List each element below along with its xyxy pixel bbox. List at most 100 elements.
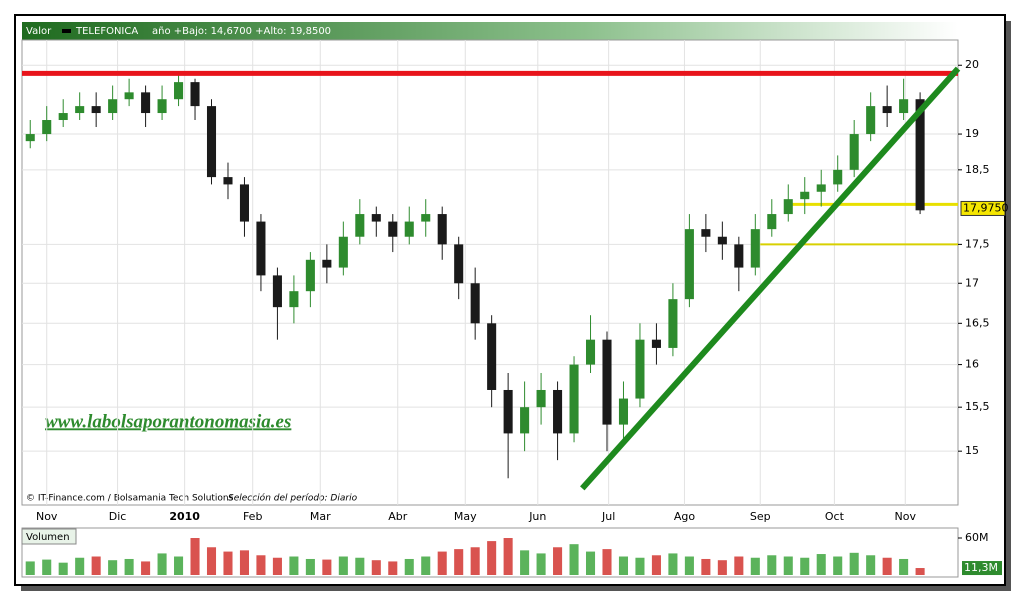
volume-bar	[206, 547, 217, 575]
candle-body	[454, 244, 464, 284]
legend-swatch	[62, 29, 71, 33]
volume-bar	[553, 547, 563, 575]
volume-bar	[816, 554, 826, 575]
candle-body	[750, 229, 760, 268]
candle-body	[338, 236, 348, 268]
candle-body	[569, 364, 579, 434]
watermark: www.labolsaporantonomasia.es	[45, 411, 291, 432]
candle-body	[58, 113, 68, 121]
volume-bar	[338, 556, 348, 575]
volume-bar	[355, 557, 365, 575]
last-price-box	[960, 200, 1006, 216]
volume-bar	[256, 555, 266, 575]
candle-body	[783, 199, 793, 215]
volume-bar	[717, 560, 727, 575]
trend-line	[580, 66, 961, 491]
candle-body	[651, 339, 661, 348]
candle-body	[866, 106, 876, 135]
candle-body	[602, 339, 612, 425]
x-tick-label: Oct	[825, 510, 845, 523]
volume-bar	[454, 549, 464, 575]
candle-body	[833, 169, 843, 185]
candle-body	[618, 398, 629, 425]
candle-body	[470, 283, 480, 324]
volume-bar	[684, 556, 694, 575]
plot-area	[21, 39, 959, 506]
candle-body	[141, 92, 151, 114]
x-tick-label: Ago	[674, 510, 696, 523]
candle-body	[25, 134, 35, 142]
x-tick-label: Dic	[109, 510, 127, 523]
volume-title: Volumen	[26, 532, 70, 543]
candle-body	[421, 214, 431, 222]
candle-body	[124, 92, 134, 100]
candle-body	[635, 339, 645, 399]
volume-bar	[585, 551, 596, 575]
volume-bar	[767, 555, 777, 575]
volume-bar	[223, 551, 233, 575]
candle-body	[717, 236, 727, 245]
candle-body	[289, 291, 299, 308]
candle-body	[899, 99, 909, 114]
volume-bar	[783, 556, 793, 575]
candle-body	[91, 106, 101, 114]
x-tick-label: May	[454, 510, 477, 523]
volume-bar	[42, 559, 52, 575]
volume-bar	[157, 553, 167, 575]
y-tick-label: 17	[965, 276, 979, 289]
candle-body	[388, 221, 398, 237]
candle-body	[42, 120, 52, 135]
volume-bar	[174, 556, 184, 575]
credit: © IT-Finance.com / Bolsamania Tech Solut…	[26, 494, 234, 504]
volume-bar	[108, 560, 118, 575]
candle-body	[174, 82, 184, 100]
volume-bar	[849, 552, 859, 575]
x-tick-label: Jul	[601, 510, 615, 523]
x-tick-label: Feb	[243, 510, 262, 523]
candle-body	[371, 214, 381, 222]
candle-body	[223, 177, 233, 185]
candle-body	[816, 184, 826, 192]
volume-bar	[651, 555, 661, 575]
candle-body	[882, 106, 892, 114]
volume-bar	[239, 550, 249, 575]
header-label: Valor	[26, 26, 52, 37]
volume-bar	[421, 556, 431, 575]
y-tick-label: 16,5	[965, 316, 990, 329]
candle-body	[585, 339, 596, 365]
volume-bar	[734, 556, 744, 575]
volume-bar	[322, 559, 332, 575]
x-tick-label: Nov	[36, 510, 58, 523]
volume-bar	[899, 558, 909, 575]
volume-bar	[58, 562, 68, 575]
candle-body	[520, 407, 530, 434]
volume-bar	[602, 549, 612, 575]
period: Selección del período: Diario	[228, 493, 358, 504]
volume-bar	[141, 561, 151, 575]
candle-body	[701, 229, 711, 237]
volume-bar	[833, 556, 843, 575]
candle-body	[503, 389, 513, 434]
candle-body	[734, 244, 744, 268]
volume-bar	[388, 561, 398, 575]
volume-bar	[701, 558, 711, 575]
candle-body	[849, 134, 859, 170]
candle-body	[355, 214, 365, 237]
volume-bar	[503, 538, 513, 575]
x-tick-label: Nov	[895, 510, 917, 523]
candle-body	[75, 106, 85, 114]
volume-bar	[25, 561, 35, 575]
candle-body	[487, 323, 497, 390]
volume-bar	[470, 547, 480, 575]
candle-body	[239, 184, 249, 222]
volume-bar	[487, 541, 497, 575]
candle-body	[256, 221, 266, 276]
volume-label-box	[962, 561, 1002, 576]
volume-bar	[289, 556, 299, 575]
candle-body	[305, 259, 315, 292]
y-tick-label: 18,5	[965, 163, 990, 176]
volume-bar	[272, 557, 282, 575]
candle-body	[800, 191, 810, 200]
candle-body	[190, 82, 200, 107]
